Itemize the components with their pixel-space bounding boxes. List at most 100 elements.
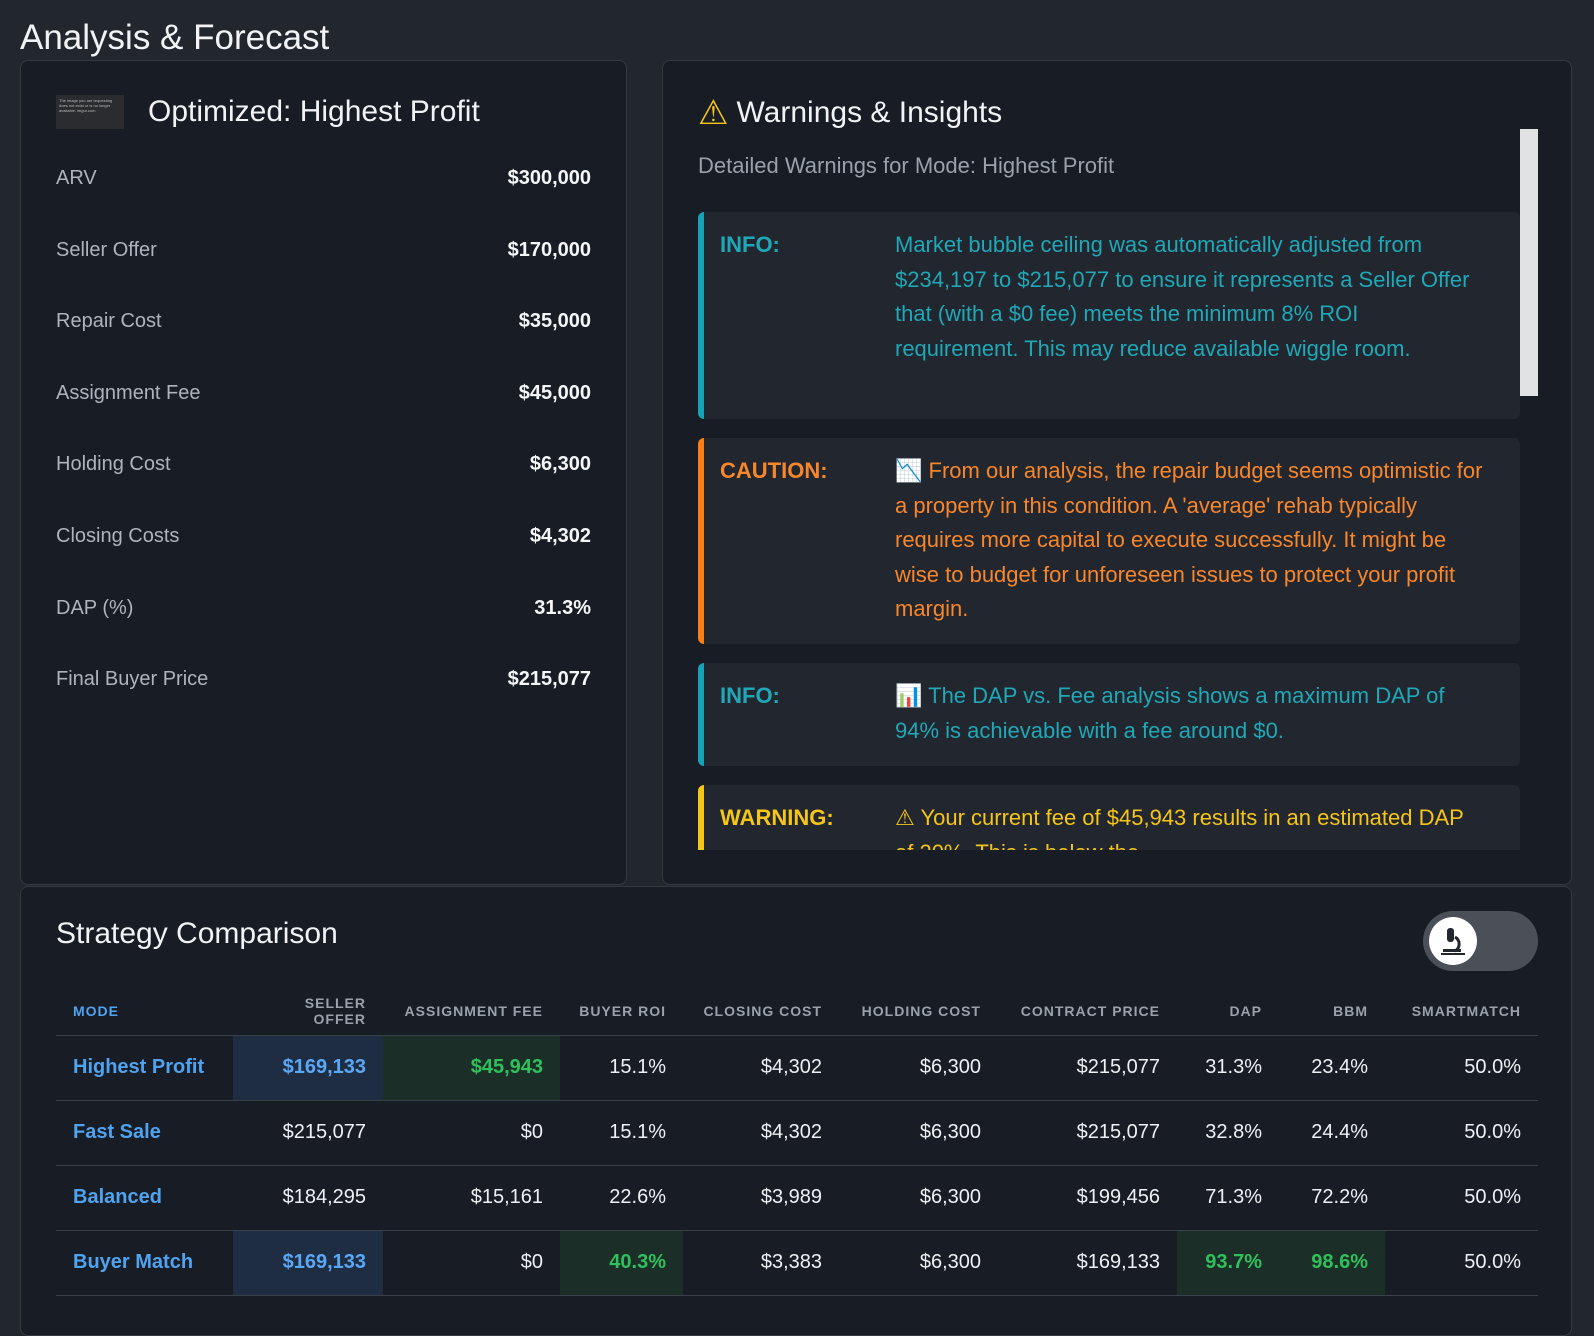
metric-label: Seller Offer (56, 238, 157, 261)
metric-row: Assignment Fee $45,000 (56, 382, 591, 405)
optimized-title: Optimized: Highest Profit (148, 95, 480, 128)
table-cell: $169,133 (233, 1230, 383, 1296)
metric-value: $6,300 (529, 453, 591, 476)
strategy-title: Strategy Comparison (56, 917, 338, 950)
table-cell: $15,161 (383, 1165, 560, 1231)
table-cell: $215,077 (998, 1035, 1177, 1101)
table-row[interactable]: Buyer Match $169,133 $0 40.3% $3,383 $6,300 $1… (56, 1230, 1538, 1296)
table-cell: 93.7% (1177, 1230, 1279, 1296)
table-cell: 50.0% (1385, 1100, 1538, 1166)
table-cell: $4,302 (683, 1100, 839, 1166)
warning-message: Your current fee of $45,943 results in a… (895, 805, 1464, 850)
table-cell: 50.0% (1385, 1165, 1538, 1231)
thumbnail-image: The image you are requesting does not ex… (56, 95, 124, 129)
table-cell: $3,989 (683, 1165, 839, 1231)
table-cell: $0 (383, 1100, 560, 1166)
table-cell: 31.3% (1177, 1035, 1279, 1101)
caution-label: CAUTION: (720, 458, 828, 483)
table-cell: 24.4% (1279, 1100, 1385, 1166)
metric-row: Closing Costs $4,302 (56, 525, 591, 548)
warnings-card: ⚠ Warnings & Insights Detailed Warnings f… (662, 60, 1572, 885)
table-cell: $6,300 (839, 1165, 998, 1231)
table-cell: $45,943 (383, 1035, 560, 1101)
column-header[interactable]: ASSIGNMENT FEE (383, 987, 560, 1036)
info-message: Market bubble ceiling was automatically … (895, 232, 1470, 361)
caution-emoji-icon: 📉 (895, 458, 923, 483)
info-item: INFO: Market bubble ceiling was automatic… (698, 212, 1520, 419)
table-cell: $215,077 (998, 1100, 1177, 1166)
table-cell: 23.4% (1279, 1035, 1385, 1101)
table-cell: 15.1% (560, 1035, 683, 1101)
metric-value: $170,000 (507, 238, 591, 261)
table-cell: 15.1% (560, 1100, 683, 1166)
microscope-toggle[interactable] (1423, 911, 1538, 971)
table-cell: 22.6% (560, 1165, 683, 1231)
metric-row: Final Buyer Price $215,077 (56, 668, 591, 691)
column-header[interactable]: HOLDING COST (839, 987, 998, 1036)
metric-label: Closing Costs (56, 525, 180, 547)
metric-row: ARV $300,000 (56, 167, 591, 190)
table-cell: 98.6% (1279, 1230, 1385, 1296)
metric-label: Final Buyer Price (56, 668, 209, 691)
strategy-table: MODE SELLER OFFER ASSIGNMENT FEE BUYER ROI C… (56, 987, 1538, 1296)
warnings-subtitle: Detailed Warnings for Mode: Highest Prof… (698, 153, 1115, 178)
metric-value: $35,000 (518, 310, 591, 333)
warning-triangle-icon: ⚠ (698, 94, 729, 132)
metric-value: $45,000 (518, 381, 591, 404)
table-cell: $169,133 (233, 1035, 383, 1101)
mode-link[interactable]: Highest Profit (56, 1035, 233, 1101)
table-cell: 71.3% (1177, 1165, 1279, 1231)
warning-item: WARNING: ⚠ Your current fee of $45,943 re… (698, 785, 1520, 850)
table-row[interactable]: Fast Sale $215,077 $0 15.1% $4,302 $6,300 $215… (56, 1100, 1538, 1166)
table-cell: $3,383 (683, 1230, 839, 1296)
column-header[interactable]: CLOSING COST (683, 987, 839, 1036)
table-cell: 72.2% (1279, 1165, 1385, 1231)
table-cell: $6,300 (839, 1230, 998, 1296)
metric-value: $215,077 (507, 668, 591, 691)
microscope-icon (1429, 917, 1477, 965)
table-cell: $215,077 (233, 1100, 383, 1166)
table-cell: 32.8% (1177, 1100, 1279, 1166)
warnings-scroll-area[interactable]: INFO: Market bubble ceiling was automatic… (698, 212, 1520, 850)
column-header[interactable]: SELLER OFFER (233, 987, 383, 1036)
info-label: INFO: (720, 683, 780, 708)
mode-link[interactable]: Buyer Match (56, 1230, 233, 1296)
metric-label: DAP (%) (56, 596, 134, 619)
table-cell: $6,300 (839, 1100, 998, 1166)
optimized-card: The image you are requesting does not ex… (20, 60, 627, 885)
table-cell: $4,302 (683, 1035, 839, 1101)
column-header[interactable]: BUYER ROI (560, 987, 683, 1036)
column-header[interactable]: MODE (56, 987, 233, 1036)
column-header[interactable]: SMARTMATCH (1385, 987, 1538, 1036)
table-cell: 50.0% (1385, 1035, 1538, 1101)
warnings-title: Warnings & Insights (736, 96, 1003, 129)
metric-label: ARV (56, 167, 97, 189)
metric-label: Repair Cost (56, 310, 162, 333)
info-item: INFO: 📊 The DAP vs. Fee analysis shows a … (698, 663, 1520, 766)
warning-label: WARNING: (720, 805, 834, 830)
mode-link[interactable]: Fast Sale (56, 1100, 233, 1166)
table-cell: $169,133 (998, 1230, 1177, 1296)
metric-row: DAP (%) 31.3% (56, 597, 591, 620)
column-header[interactable]: CONTRACT PRICE (998, 987, 1177, 1036)
table-row[interactable]: Balanced $184,295 $15,161 22.6% $3,989 $6,300… (56, 1165, 1538, 1231)
metric-row: Repair Cost $35,000 (56, 310, 591, 333)
strategy-card: Strategy Comparison MODE SELLER OFFER ASSI… (20, 886, 1572, 1336)
table-cell: 40.3% (560, 1230, 683, 1296)
mode-link[interactable]: Balanced (56, 1165, 233, 1231)
table-row[interactable]: Highest Profit $169,133 $45,943 15.1% $4,302… (56, 1035, 1538, 1101)
column-header[interactable]: DAP (1177, 987, 1279, 1036)
scrollbar[interactable] (1520, 129, 1538, 396)
metric-label: Holding Cost (56, 453, 171, 476)
column-header[interactable]: BBM (1279, 987, 1385, 1036)
table-cell: $6,300 (839, 1035, 998, 1101)
metric-row: Seller Offer $170,000 (56, 239, 591, 262)
table-cell: $184,295 (233, 1165, 383, 1231)
info-emoji-icon: 📊 (895, 683, 923, 708)
metric-label: Assignment Fee (56, 381, 201, 404)
table-cell: $199,456 (998, 1165, 1177, 1231)
page-title: Analysis & Forecast (20, 18, 330, 57)
metric-value: 31.3% (534, 596, 591, 619)
info-label: INFO: (720, 232, 780, 257)
metric-value: $4,302 (529, 525, 591, 547)
